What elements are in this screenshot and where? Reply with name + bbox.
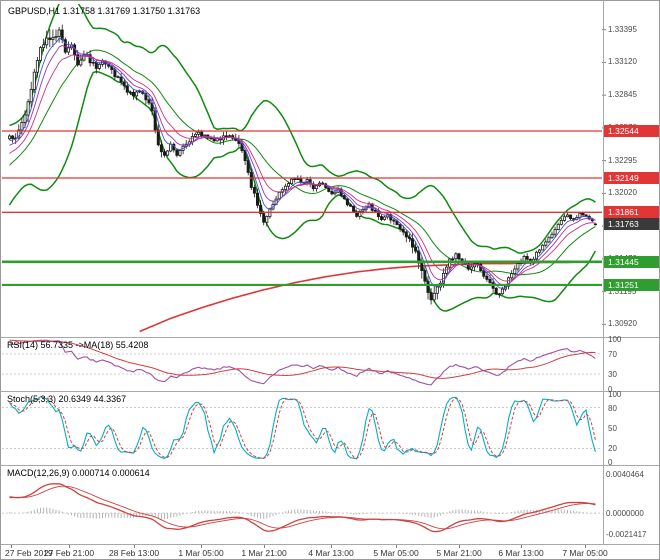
axis-separator (603, 1, 604, 545)
time-axis[interactable] (1, 544, 659, 559)
panel-separator[interactable] (1, 391, 659, 392)
panel-separator[interactable] (1, 465, 659, 466)
panel-separator[interactable] (1, 337, 659, 338)
panel-separator (1, 544, 659, 545)
price-axis[interactable] (603, 1, 659, 544)
